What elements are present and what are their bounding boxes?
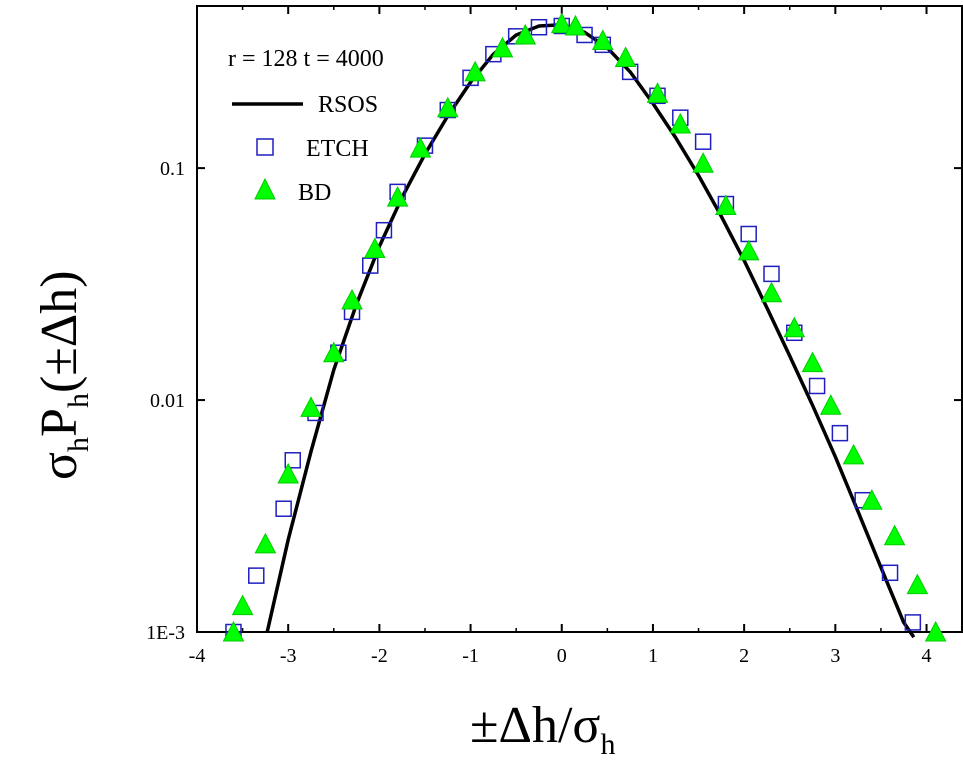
etch-marker — [530, 18, 548, 36]
etch-marker — [808, 377, 826, 395]
x-tick-label: 3 — [830, 645, 840, 667]
axis-ticks — [196, 6, 962, 633]
bd-marker — [363, 237, 386, 259]
legend: r = 128 t = 4000 RSOS ETCH BD — [228, 46, 384, 206]
bd-marker — [222, 620, 245, 642]
y-tick-label: 1E-3 — [146, 622, 185, 644]
bd-marker — [591, 29, 614, 50]
bd-marker — [514, 23, 537, 45]
bd-marker — [760, 281, 783, 303]
legend-etch-marker — [256, 138, 274, 156]
chart-title: r = 128 t = 4000 — [228, 46, 384, 72]
etch-marker — [375, 221, 393, 239]
x-tick-label: 1 — [648, 645, 658, 667]
etch-marker — [275, 500, 292, 517]
bd-marker — [550, 12, 573, 34]
plot-frame — [196, 5, 963, 633]
bd-marker — [464, 60, 486, 82]
bd-marker — [860, 489, 883, 510]
bd-marker — [924, 620, 947, 642]
etch-marker — [284, 452, 301, 469]
bd-marker — [300, 396, 322, 417]
plot-border — [196, 5, 963, 633]
x-axis-title-main: ±Δh/σ — [470, 697, 600, 754]
bd-marker — [883, 524, 906, 546]
x-tick-label: -4 — [189, 645, 206, 667]
series-layer — [222, 12, 947, 642]
x-tick-label: -1 — [462, 645, 479, 667]
bd-marker — [669, 112, 692, 134]
etch-marker — [831, 424, 849, 442]
x-tick-label: 2 — [739, 645, 749, 667]
x-tick-label: 4 — [922, 645, 932, 667]
etch-marker — [904, 614, 922, 631]
bd-marker — [277, 462, 300, 484]
bd-marker — [491, 36, 514, 58]
etch-marker — [740, 225, 757, 243]
bd-marker — [409, 137, 432, 158]
bd-marker — [386, 186, 409, 207]
bd-marker — [564, 14, 587, 36]
etch-marker — [881, 564, 899, 582]
x-tick-label: -3 — [280, 645, 297, 667]
x-axis-title-sub: h — [600, 728, 615, 761]
bd-marker — [783, 316, 806, 338]
bd-marker — [801, 351, 824, 373]
bd-marker — [231, 594, 254, 616]
y-axis-title-arg: (±Δh) — [31, 270, 88, 393]
y-tick-label: 0.1 — [160, 158, 185, 180]
y-axis-title-sub2: h — [62, 393, 95, 408]
etch-marker — [763, 265, 780, 283]
bd-marker — [842, 443, 865, 465]
bd-marker — [715, 194, 737, 215]
legend-rsos-label: RSOS — [318, 92, 378, 118]
y-axis-title-sub1: h — [62, 437, 95, 452]
y-axis-title: σhPh(±Δh) — [31, 270, 95, 480]
bd-marker — [341, 288, 363, 310]
x-tick-label: 0 — [557, 645, 567, 667]
x-tick-label: -2 — [371, 645, 388, 667]
legend-bd-label: BD — [298, 180, 331, 206]
y-axis-title-sigma: σ — [31, 452, 88, 480]
etch-marker — [248, 567, 265, 584]
bd-marker — [254, 532, 277, 554]
legend-etch-label: ETCH — [306, 136, 369, 162]
bd-marker — [614, 46, 637, 67]
bd-marker — [737, 239, 760, 261]
etch-marker — [694, 133, 712, 150]
bd-marker — [436, 96, 459, 118]
y-axis-title-p: P — [31, 408, 88, 437]
x-axis-title: ±Δh/σh — [470, 697, 615, 761]
bd-marker — [906, 573, 929, 595]
bd-marker — [646, 82, 669, 103]
bd-marker — [819, 394, 842, 415]
etch-marker — [362, 257, 379, 274]
bd-marker — [322, 341, 345, 363]
tick-labels: -4 -3 -2 -1 0 1 2 3 4 1E-3 0.01 0.1 — [146, 158, 931, 667]
legend-bd-marker — [254, 177, 276, 200]
y-tick-label: 0.01 — [150, 390, 185, 412]
bd-marker — [692, 152, 714, 173]
